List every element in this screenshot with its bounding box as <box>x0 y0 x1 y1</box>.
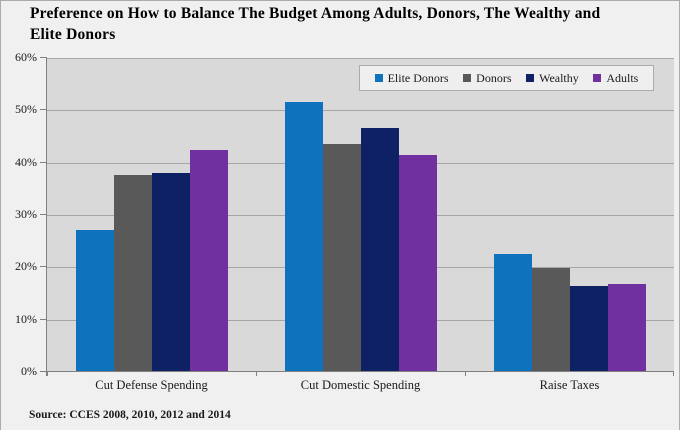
y-tick-label-50%: 50% <box>15 102 37 116</box>
x-axis-label-cut-domestic-spending: Cut Domestic Spending <box>300 378 421 392</box>
y-tick-30% <box>40 214 47 215</box>
legend-swatch-elite-donors-icon <box>374 74 383 82</box>
y-tick-label-30%: 30% <box>15 207 37 221</box>
source-note: Source: CCES 2008, 2010, 2012 and 2014 <box>29 409 231 421</box>
y-tick-label-20%: 20% <box>15 259 37 273</box>
y-tick-label-10%: 10% <box>15 312 37 326</box>
gridline-50pct <box>47 110 674 111</box>
x-boundary-tick-1 <box>256 372 257 376</box>
chart-title: Preference on How to Balance The Budget … <box>30 5 601 43</box>
y-tick-label-40%: 40% <box>15 155 37 169</box>
x-axis-line <box>40 371 674 372</box>
legend-swatch-donors-icon <box>463 74 472 82</box>
y-tick-20% <box>40 266 47 267</box>
legend-item-donors: Donors <box>463 70 512 86</box>
plot-area <box>47 58 674 372</box>
x-boundary-tick-3 <box>673 372 674 376</box>
y-tick-60% <box>40 57 47 58</box>
legend-label-adults: Adults <box>606 70 639 85</box>
y-tick-40% <box>40 162 47 163</box>
bar-wealthy-raise-taxes <box>570 286 608 372</box>
y-tick-label-0%: 0% <box>21 364 37 378</box>
legend-label-elite-donors: Elite Donors <box>387 70 449 85</box>
y-tick-50% <box>40 109 47 110</box>
bar-elite-donors-cut-domestic-spending <box>285 102 323 372</box>
legend-item-elite-donors: Elite Donors <box>374 70 449 86</box>
legend-label-wealthy: Wealthy <box>539 70 579 85</box>
bar-adults-cut-domestic-spending <box>399 155 437 372</box>
x-axis-label-raise-taxes: Raise Taxes <box>539 378 600 392</box>
legend-item-wealthy: Wealthy <box>526 71 579 86</box>
bar-donors-cut-defense-spending <box>114 175 152 372</box>
y-axis-line <box>46 58 47 376</box>
x-axis-label-cut-defense-spending: Cut Defense Spending <box>95 378 208 392</box>
legend-swatch-adults-icon <box>593 74 602 82</box>
bar-donors-raise-taxes <box>532 268 570 372</box>
y-tick-0% <box>40 371 47 372</box>
bar-wealthy-cut-domestic-spending <box>361 128 399 372</box>
legend-item-adults: Adults <box>593 71 638 86</box>
bar-donors-cut-domestic-spending <box>323 144 361 372</box>
y-tick-label-60%: 60% <box>15 50 37 64</box>
gridline-60pct <box>47 58 674 59</box>
x-boundary-tick-2 <box>465 372 466 376</box>
legend-label-donors: Donors <box>476 70 512 85</box>
legend-swatch-wealthy-icon <box>526 74 535 82</box>
y-tick-10% <box>40 319 47 320</box>
bar-wealthy-cut-defense-spending <box>152 173 190 372</box>
bar-elite-donors-raise-taxes <box>494 254 532 372</box>
bar-adults-cut-defense-spending <box>190 150 228 372</box>
x-boundary-tick-0 <box>47 372 48 376</box>
bar-adults-raise-taxes <box>608 284 646 372</box>
legend: Elite Donors Donors Wealthy Adults <box>359 65 654 91</box>
bar-elite-donors-cut-defense-spending <box>76 230 114 372</box>
